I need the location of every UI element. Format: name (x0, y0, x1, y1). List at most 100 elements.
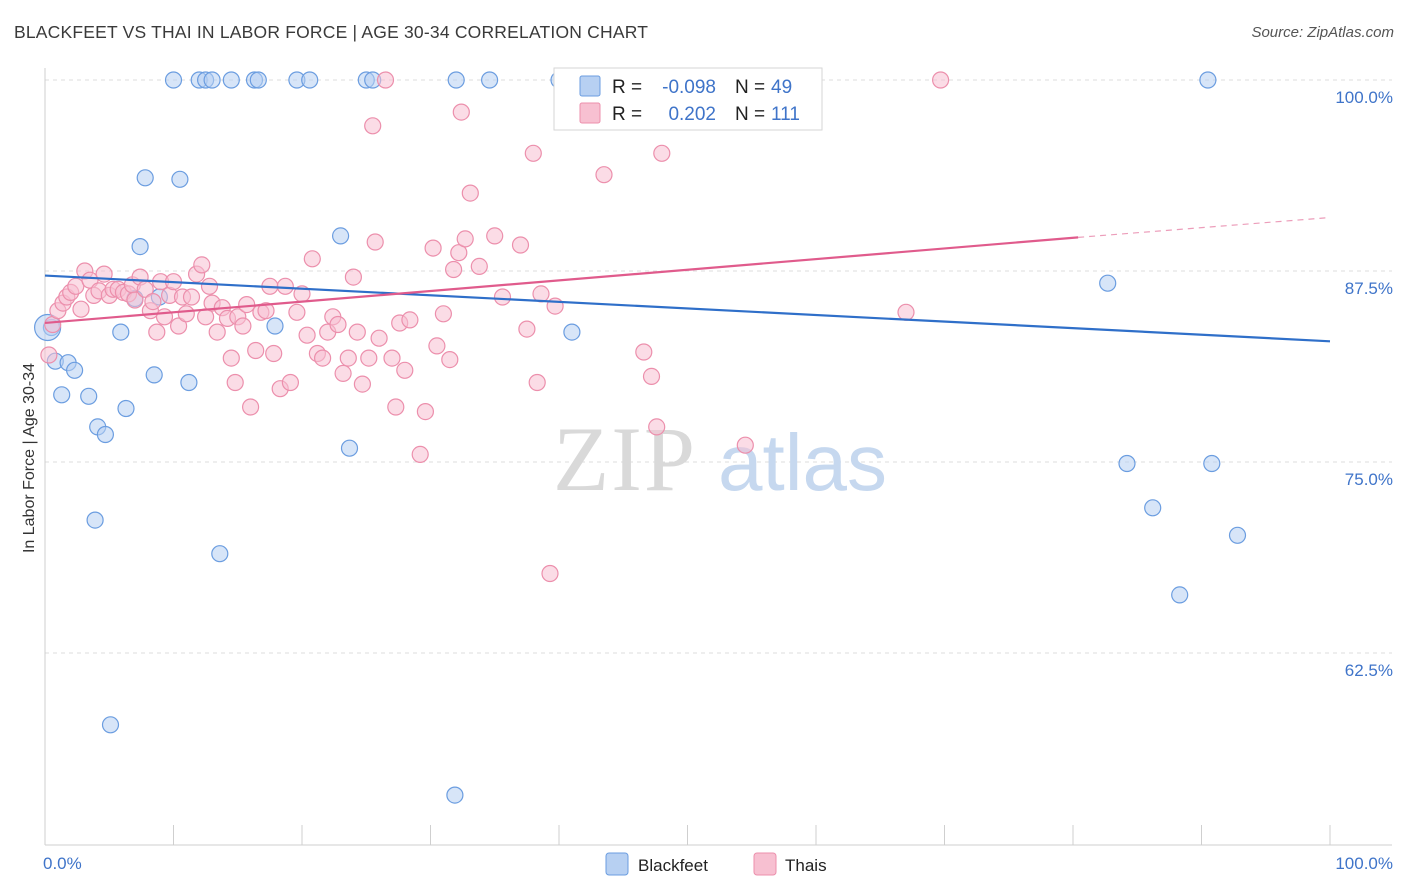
thais-point-89 (461, 184, 479, 202)
blackfeet-point-4 (65, 361, 84, 379)
thais-point-38 (208, 323, 226, 341)
blackfeet-point-45 (1199, 71, 1217, 89)
blackfeet-point-6 (86, 511, 104, 529)
blackfeet-point-30 (332, 227, 350, 245)
stats-r-label-1: R = (612, 77, 642, 98)
y-tick-label-3: 62.5% (1345, 661, 1393, 680)
thais-point-64 (334, 364, 352, 382)
blackfeet-point-24 (222, 71, 240, 89)
thais-point-53 (276, 277, 294, 295)
thais-point-90 (470, 257, 488, 275)
thais-point-77 (396, 361, 414, 379)
thais-point-81 (424, 239, 442, 257)
thais-point-72 (370, 329, 388, 347)
thais-point-83 (434, 305, 452, 323)
blackfeet-point-31 (340, 439, 359, 457)
stats-n-value-2: 111 (771, 104, 800, 125)
thais-point-99 (541, 564, 559, 583)
y-tick-label-0: 100.0% (1335, 88, 1393, 107)
y-tick-labels: 100.0% 87.5% 75.0% 62.5% (1335, 88, 1393, 680)
blackfeet-point-19 (180, 373, 198, 392)
thais-point-109 (931, 71, 950, 89)
blackfeet-point-29 (301, 71, 319, 89)
thais-point-101 (635, 343, 653, 361)
thais-point-68 (353, 375, 371, 393)
thais-point-54 (281, 373, 299, 392)
thais-point-97 (532, 285, 550, 303)
thais-point-104 (653, 144, 671, 162)
thais-point-47 (247, 341, 265, 360)
thais-point-102 (642, 367, 661, 385)
stats-n-value-1: 49 (771, 77, 792, 98)
thais-point-55 (288, 303, 306, 321)
blackfeet-point-5 (80, 387, 98, 405)
thais-point-24 (148, 323, 166, 341)
thais-point-94 (518, 320, 536, 338)
blackfeet-point-8 (96, 425, 115, 444)
thais-point-0 (40, 346, 58, 364)
blackfeet-point-14 (136, 169, 154, 187)
thais-point-31 (177, 305, 195, 323)
thais-point-45 (238, 296, 256, 314)
chart-title: BLACKFEET VS THAI IN LABOR FORCE | AGE 3… (14, 22, 649, 42)
thais-point-44 (234, 317, 252, 335)
blackfeet-trend-line (44, 274, 1331, 343)
blackfeet-point-43 (1144, 499, 1162, 517)
blackfeet-point-27 (266, 317, 284, 335)
watermark-zip: ZIP (553, 408, 697, 510)
y-tick-label-1: 87.5% (1345, 279, 1393, 298)
blackfeet-point-41 (1099, 274, 1117, 292)
thais-point-74 (383, 349, 401, 367)
thais-point-84 (441, 351, 459, 369)
x-tick-label-1: 100.0% (1335, 854, 1393, 873)
trend-lines (44, 216, 1331, 343)
blackfeet-point-17 (164, 71, 183, 89)
thais-point-60 (314, 349, 332, 367)
source-label: Source: ZipAtlas.com (1251, 24, 1394, 41)
blackfeet-point-26 (249, 71, 267, 89)
thais-point-42 (226, 373, 244, 392)
legend-swatch-blackfeet (605, 852, 629, 876)
thais-point-79 (411, 445, 429, 463)
thais-point-88 (456, 230, 474, 248)
blackfeet-point-38 (563, 323, 581, 341)
blackfeet-point-10 (112, 323, 130, 341)
blackfeet-point-15 (145, 366, 163, 384)
thais-trend-extension (1078, 216, 1331, 238)
thais-point-82 (428, 337, 446, 355)
thais-point-6 (67, 277, 85, 295)
blackfeet-point-42 (1118, 454, 1136, 473)
thais-point-85 (445, 260, 463, 279)
blackfeet-point-35 (447, 71, 465, 89)
stats-n-label-2: N = (735, 104, 765, 125)
thais-point-65 (339, 349, 357, 367)
blackfeet-point-11 (117, 399, 135, 418)
legend-label-blackfeet: Blackfeet (638, 856, 708, 875)
blackfeet-point-36 (481, 71, 499, 89)
thais-point-26 (155, 308, 174, 326)
axes (44, 68, 1392, 846)
thais-point-49 (257, 302, 275, 320)
thais-point-7 (72, 300, 90, 318)
blackfeet-point-18 (171, 170, 189, 188)
blackfeet-point-13 (131, 238, 149, 256)
x-tick-label-0: 0.0% (43, 854, 82, 873)
thais-point-103 (648, 418, 666, 436)
blackfeet-point-44 (1171, 586, 1189, 604)
thais-point-23 (144, 293, 162, 311)
stats-box: R = -0.098 N = 49 R = 0.202 N = 111 (553, 67, 823, 131)
thais-point-100 (595, 166, 613, 184)
watermark-atlas: atlas (718, 418, 887, 507)
thais-point-29 (170, 317, 188, 335)
blackfeet-point-23 (211, 545, 229, 563)
thais-point-91 (486, 227, 504, 245)
stats-n-label-1: N = (735, 77, 765, 98)
thais-point-75 (387, 398, 405, 416)
thais-point-96 (528, 373, 546, 392)
thais-point-107 (736, 436, 754, 454)
thais-point-46 (242, 398, 260, 416)
grid-lines (45, 79, 1392, 654)
thais-point-34 (193, 256, 211, 274)
thais-point-58 (303, 250, 321, 268)
